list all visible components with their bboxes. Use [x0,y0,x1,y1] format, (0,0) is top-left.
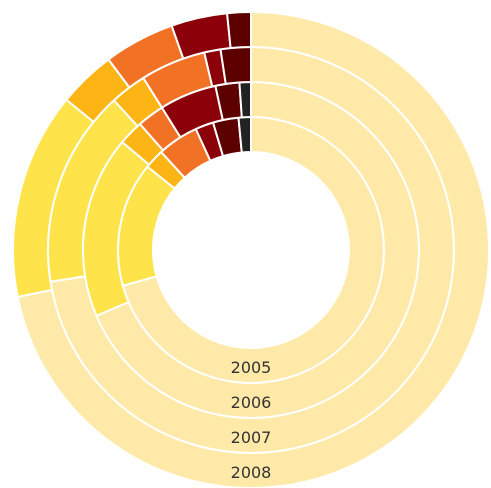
ring-segment [238,80,252,119]
ring-segment [237,115,252,154]
ring-segment [219,45,252,86]
ring-label: 2006 [231,393,272,412]
ring-label: 2005 [231,358,272,377]
ring-label: 2007 [231,428,272,447]
ring-label: 2008 [231,463,272,482]
ring-segment [225,10,252,50]
ring-segment [16,10,490,488]
